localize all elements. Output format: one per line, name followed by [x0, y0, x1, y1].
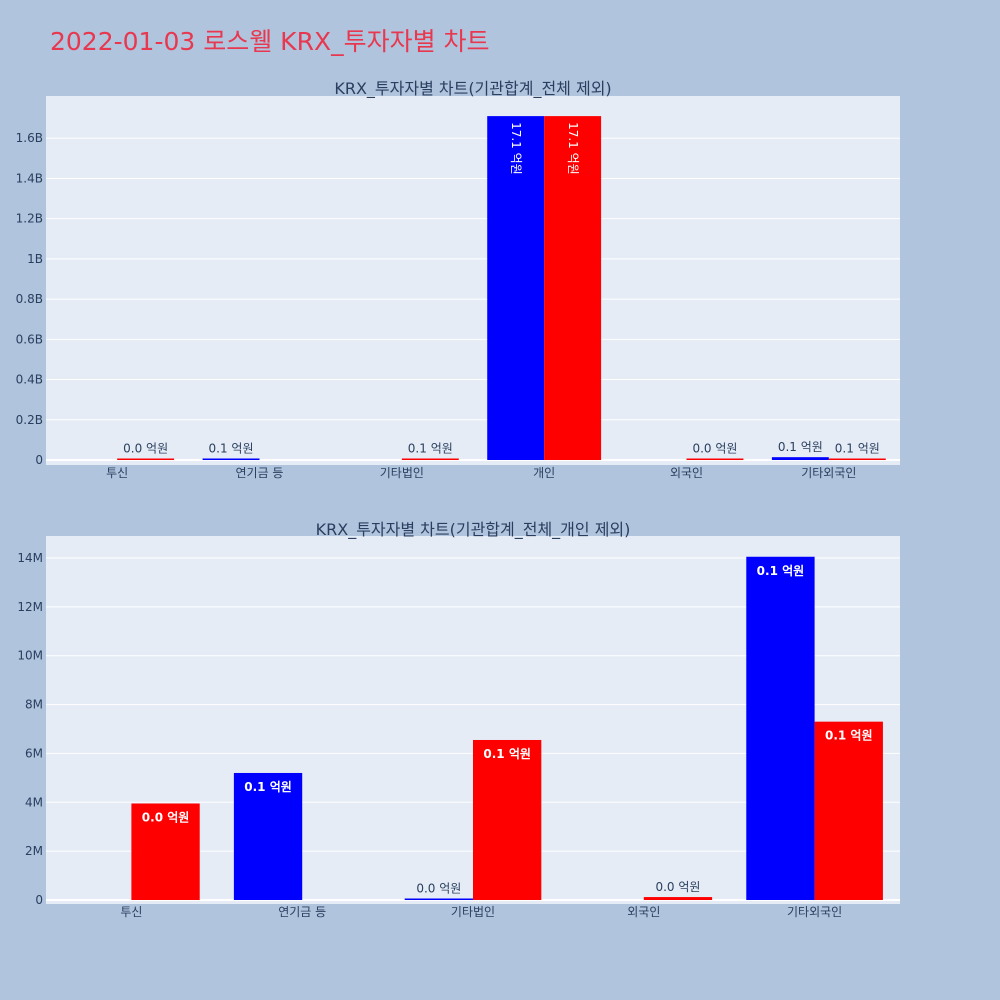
x-tick-label: 기타법인 — [380, 466, 424, 480]
y-tick-label: 10M — [17, 649, 43, 663]
bar — [202, 458, 260, 460]
x-tick-label: 연기금 등 — [278, 905, 326, 919]
y-tick-label: 1.4B — [16, 171, 43, 185]
x-tick-label: 외국인 — [670, 466, 703, 480]
bar — [814, 721, 883, 900]
y-tick-label: 1.2B — [16, 212, 43, 226]
y-tick-label: 0.6B — [16, 332, 43, 346]
y-tick-label: 4M — [25, 795, 43, 809]
bar-label: 0.0 억원 — [123, 442, 168, 456]
chart-panel-2: 0 2M 4M 6M 8M 10M 12M 14M KRX_투자자별 차트(기관합계_전체_개인… — [17, 520, 900, 919]
bar-label: 0.0 억원 — [692, 442, 737, 456]
bar-label: 0.1 억원 — [825, 729, 873, 743]
x-tick-label: 개인 — [533, 466, 555, 480]
bar-label: 17.1 억원 — [509, 122, 523, 175]
plot-area — [46, 96, 900, 465]
x-tick-label: 외국인 — [627, 905, 660, 919]
y-tick-label: 0.4B — [16, 373, 43, 387]
bar-label: 0.1 억원 — [483, 747, 531, 761]
bar-label: 0.1 억원 — [408, 442, 453, 456]
bar — [771, 457, 829, 460]
bar — [473, 739, 542, 900]
y-tick-label: 1B — [27, 252, 43, 266]
bar — [643, 897, 713, 900]
bar — [487, 116, 545, 460]
y-tick-label: 0.8B — [16, 292, 43, 306]
chart-title: KRX_투자자별 차트(기관합계_전체_개인 제외) — [316, 520, 631, 540]
bar-label: 0.1 억원 — [209, 442, 254, 456]
bar-label: 0.1 억원 — [244, 780, 292, 794]
bar — [828, 458, 886, 460]
x-tick-label: 연기금 등 — [236, 466, 284, 480]
bar — [746, 556, 815, 900]
page-title: 2022-01-03 로스웰 KRX_투자자별 차트 — [50, 27, 490, 56]
charts-layer: 0 0.2B 0.4B 0.6B 0.8B 1B 1.2B 1.4B 1.6B KRX_투자자별 … — [16, 79, 900, 919]
bar — [404, 898, 473, 900]
y-tick-label: 2M — [25, 844, 43, 858]
y-tick-label: 12M — [17, 600, 43, 614]
bar — [544, 116, 602, 460]
bar-label: 0.1 억원 — [835, 442, 880, 456]
bar-label: 0.0 억원 — [655, 880, 700, 894]
bar — [117, 458, 175, 460]
bar — [401, 458, 459, 460]
chart-title: KRX_투자자별 차트(기관합계_전체 제외) — [334, 79, 611, 99]
chart-panel-1: 0 0.2B 0.4B 0.6B 0.8B 1B 1.2B 1.4B 1.6B KRX_투자자별 … — [16, 79, 900, 480]
bar — [131, 803, 200, 900]
bar-label: 0.0 억원 — [416, 882, 461, 896]
y-tick-label: 14M — [17, 551, 43, 565]
bar-label: 17.1 억원 — [566, 122, 580, 175]
y-tick-label: 6M — [25, 746, 43, 760]
x-tick-label: 기타법인 — [451, 905, 495, 919]
bar-label: 0.0 억원 — [142, 811, 190, 825]
bar — [686, 458, 744, 460]
x-tick-label: 투신 — [120, 905, 142, 919]
x-tick-label: 기타외국인 — [787, 905, 842, 919]
x-tick-label: 투신 — [106, 466, 128, 480]
y-tick-label: 1.6B — [16, 131, 43, 145]
y-tick-label: 8M — [25, 698, 43, 712]
x-tick-label: 기타외국인 — [801, 466, 856, 480]
bar — [233, 772, 303, 900]
bar-label: 0.1 억원 — [757, 564, 805, 578]
y-tick-label: 0 — [35, 893, 43, 907]
y-tick-label: 0.2B — [16, 413, 43, 427]
y-tick-label: 0 — [35, 453, 43, 467]
bar-label: 0.1 억원 — [778, 440, 823, 454]
